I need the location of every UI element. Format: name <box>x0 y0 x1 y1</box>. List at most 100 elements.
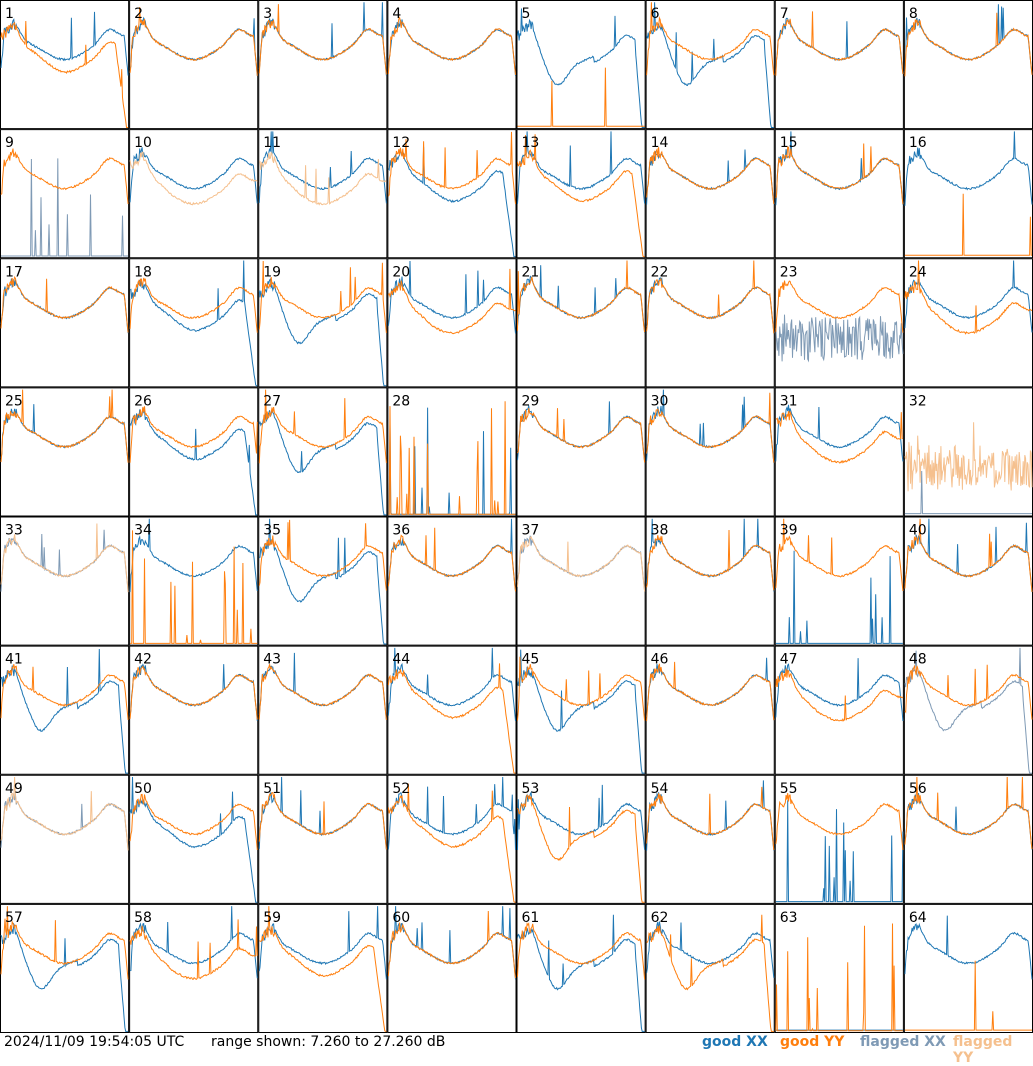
tile-frame <box>258 0 388 130</box>
series-yy-32 <box>904 422 1033 492</box>
tile-frame <box>258 774 388 904</box>
series-yy-26 <box>129 406 258 463</box>
series-yy-12 <box>387 131 516 205</box>
tile-frame <box>774 129 904 259</box>
series-yy-62 <box>646 914 774 1032</box>
tile-41: 41 <box>0 645 130 775</box>
series-yy-63 <box>775 923 903 1032</box>
tile-13: 13 <box>516 129 646 259</box>
tile-label: 39 <box>780 523 798 539</box>
tile-37: 37 <box>516 516 646 646</box>
tile-frame <box>0 903 130 1033</box>
series-yy-60 <box>387 910 516 979</box>
tile-label: 59 <box>263 910 281 926</box>
tile-label: 33 <box>5 523 23 539</box>
tile-18: 18 <box>129 258 259 388</box>
tile-19: 19 <box>258 258 388 388</box>
series-yy-40 <box>904 518 1033 592</box>
tile-label: 38 <box>651 523 669 539</box>
tile-label: 4 <box>392 6 401 22</box>
tile-label: 11 <box>263 135 281 151</box>
tile-label: 46 <box>651 652 669 668</box>
tile-35: 35 <box>258 516 388 646</box>
tile-60: 60 <box>387 903 517 1033</box>
tile-51: 51 <box>258 774 388 904</box>
tile-label: 14 <box>651 135 669 151</box>
tile-label: 1 <box>5 6 14 22</box>
tile-12: 12 <box>387 129 517 259</box>
tile-frame <box>387 645 517 775</box>
tile-label: 35 <box>263 523 281 539</box>
tile-56: 56 <box>903 774 1033 904</box>
series-yy-47 <box>775 668 904 722</box>
tile-label: 5 <box>522 6 531 22</box>
tile-32: 32 <box>903 387 1033 517</box>
tile-58: 58 <box>129 903 259 1033</box>
tile-label: 62 <box>651 910 669 926</box>
tile-label: 23 <box>780 264 798 280</box>
series-yy-45 <box>517 656 646 721</box>
tile-label: 21 <box>522 264 540 280</box>
tile-label: 50 <box>134 781 152 797</box>
tile-7: 7 <box>774 0 904 130</box>
series-yy-24 <box>904 260 1033 335</box>
series-yy-35 <box>258 519 387 591</box>
tile-frame <box>129 774 259 904</box>
tile-53: 53 <box>516 774 646 904</box>
series-yy-51 <box>258 792 387 850</box>
tile-frame <box>903 516 1033 646</box>
tile-10: 10 <box>129 129 259 259</box>
series-xx-16 <box>904 131 1033 206</box>
series-yy-57 <box>0 906 129 980</box>
series-xx-32 <box>904 470 1032 515</box>
series-yy-22 <box>646 260 775 334</box>
series-xx-18 <box>129 260 258 387</box>
tile-20: 20 <box>387 258 517 388</box>
tile-label: 56 <box>909 781 927 797</box>
tile-label: 36 <box>392 523 410 539</box>
series-yy-29 <box>517 408 646 463</box>
tile-label: 63 <box>780 910 798 926</box>
tile-39: 39 <box>774 516 904 646</box>
series-yy-6 <box>646 2 775 76</box>
tile-frame <box>903 645 1033 775</box>
tile-59: 59 <box>258 903 388 1033</box>
tile-frame <box>645 387 775 517</box>
tile-label: 26 <box>134 393 152 409</box>
series-xx-53 <box>517 784 646 851</box>
tile-label: 13 <box>522 135 540 151</box>
series-yy-34 <box>130 530 258 644</box>
series-yy-3 <box>258 4 387 75</box>
series-xx-12 <box>387 146 516 258</box>
series-yy-9 <box>0 148 129 205</box>
tile-label: 20 <box>392 264 410 280</box>
tile-label: 48 <box>909 652 927 668</box>
tile-label: 57 <box>5 910 23 926</box>
tile-14: 14 <box>645 129 775 259</box>
series-xx-62 <box>646 921 775 978</box>
tile-frame <box>129 0 259 130</box>
legend-flagged-yy: flagged YY <box>953 1034 1013 1066</box>
tile-frame <box>387 516 517 646</box>
tile-label: 45 <box>522 652 540 668</box>
tile-label: 27 <box>263 393 281 409</box>
series-yy-8 <box>904 12 1033 77</box>
tile-label: 54 <box>651 781 669 797</box>
series-yy-16 <box>904 193 1032 256</box>
series-yy-28 <box>388 401 516 515</box>
tile-11: 11 <box>258 129 388 259</box>
series-xx-58 <box>130 906 258 979</box>
series-yy-43 <box>258 664 387 721</box>
tile-frame <box>516 258 646 388</box>
tile-label: 25 <box>5 393 23 409</box>
tile-frame <box>258 258 388 388</box>
series-yy-50 <box>129 793 258 850</box>
tile-frame <box>774 387 904 517</box>
tile-frame <box>129 903 259 1033</box>
tile-frame <box>387 903 517 1033</box>
tile-frame <box>903 774 1033 904</box>
series-yy-46 <box>646 661 775 722</box>
tile-17: 17 <box>0 258 130 388</box>
series-yy-55 <box>775 793 904 850</box>
